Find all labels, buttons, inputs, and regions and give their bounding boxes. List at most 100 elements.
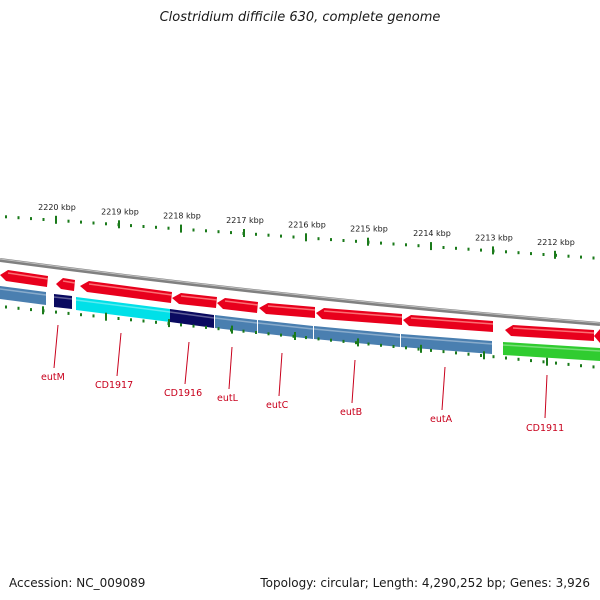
gene-arrow-eutM-2[interactable]: [56, 278, 75, 291]
cog-block-eutC[interactable]: [258, 320, 313, 339]
leader-eutA: [441, 366, 446, 411]
bottom-ruler-minor-tick: [380, 343, 382, 347]
kbp-label: 2217 kbp: [226, 216, 264, 225]
cog-block-eutM-2[interactable]: [54, 294, 72, 309]
bottom-ruler-major-tick: [420, 344, 422, 353]
bottom-ruler-minor-tick: [55, 310, 57, 314]
bottom-ruler-major-tick: [168, 319, 170, 328]
top-ruler-minor-tick: [405, 243, 407, 247]
top-ruler-minor-tick: [517, 251, 520, 255]
gene-label-CD1916[interactable]: CD1916: [164, 388, 202, 399]
top-ruler-major-tick: [430, 242, 432, 251]
bottom-ruler-minor-tick: [442, 350, 445, 354]
bottom-ruler-minor-tick: [480, 354, 482, 357]
leader-eutM: [53, 324, 59, 369]
cog-block-CD1917[interactable]: [76, 297, 170, 322]
gene-label-CD1917[interactable]: CD1917: [95, 380, 133, 391]
kbp-label: 2212 kbp: [537, 238, 575, 247]
top-ruler-minor-tick: [292, 235, 295, 239]
top-ruler-major-tick: [305, 233, 307, 242]
top-ruler-minor-tick: [392, 242, 395, 246]
cog-block-CD1911[interactable]: [503, 342, 600, 361]
leader-eutC: [278, 352, 283, 397]
top-ruler-minor-tick: [567, 254, 570, 258]
top-ruler-minor-tick: [217, 230, 220, 234]
top-ruler-major-tick: [180, 224, 182, 233]
bottom-ruler-minor-tick: [567, 362, 570, 366]
bottom-ruler-major-tick: [546, 357, 548, 366]
top-ruler-minor-tick: [155, 225, 157, 229]
bottom-ruler-minor-tick: [142, 319, 145, 323]
bottom-ruler-minor-tick: [205, 325, 207, 329]
top-ruler-major-tick: [367, 237, 369, 246]
bottom-ruler-minor-tick: [455, 351, 457, 355]
bottom-ruler-minor-tick: [505, 356, 507, 360]
top-ruler-minor-tick: [255, 232, 257, 236]
gene-arrow-eutC[interactable]: [259, 303, 315, 318]
leader-eutB: [351, 359, 356, 404]
gene-label-eutB[interactable]: eutB: [340, 407, 362, 418]
gene-arrow-CD1916[interactable]: [172, 293, 217, 308]
cog-block-eutL[interactable]: [215, 315, 257, 333]
leader-CD1911: [544, 374, 548, 419]
gene-label-eutC[interactable]: eutC: [266, 400, 289, 411]
bottom-ruler-minor-tick: [155, 320, 157, 324]
top-ruler-minor-tick: [80, 220, 82, 224]
cog-track: [0, 286, 600, 361]
bottom-ruler-minor-tick: [530, 359, 532, 363]
top-ruler-minor-tick: [17, 216, 20, 220]
top-ruler-minor-tick: [92, 221, 95, 225]
top-ruler-major-tick: [118, 220, 120, 229]
bottom-ruler-minor-tick: [417, 347, 420, 351]
cog-block-CD1916[interactable]: [170, 309, 214, 328]
bottom-ruler-minor-tick: [180, 323, 182, 327]
gene-label-eutL[interactable]: eutL: [217, 393, 239, 404]
top-ruler-major-tick: [55, 215, 57, 224]
gene-label-eutA[interactable]: eutA: [430, 414, 453, 425]
bottom-ruler-minor-tick: [292, 334, 295, 338]
gene-arrow-highlight: [7, 272, 595, 334]
top-ruler-minor-tick: [42, 218, 45, 221]
top-ruler-minor-tick: [580, 255, 582, 259]
bottom-ruler-minor-tick: [592, 365, 595, 369]
top-ruler-minor-tick: [442, 246, 445, 249]
cog-block-eutA[interactable]: [401, 334, 492, 354]
gene-label-CD1911[interactable]: CD1911: [526, 423, 564, 434]
top-ruler-major-tick: [243, 229, 245, 237]
cog-block-eutB[interactable]: [314, 326, 400, 347]
bottom-ruler-minor-tick: [267, 332, 270, 336]
top-ruler-minor-tick: [342, 239, 345, 242]
kbp-label: 2218 kbp: [163, 212, 201, 221]
gene-arrow-next[interactable]: [594, 329, 600, 343]
top-ruler-minor-tick: [317, 237, 320, 241]
bottom-ruler-minor-tick: [67, 311, 70, 315]
bottom-ruler-minor-tick: [192, 324, 195, 328]
bottom-ruler-minor-tick: [280, 333, 282, 337]
top-ruler-minor-tick: [167, 226, 170, 230]
bottom-ruler-minor-tick: [555, 361, 557, 365]
top-ruler-minor-tick: [330, 238, 332, 242]
bottom-tick-ruler: [5, 305, 595, 369]
top-ruler-minor-tick: [205, 229, 207, 233]
kbp-label: 2214 kbp: [413, 229, 451, 238]
top-ruler-minor-tick: [542, 253, 545, 256]
top-ruler-minor-tick: [417, 244, 420, 248]
gene-arrow-eutL[interactable]: [217, 298, 258, 313]
top-ruler-minor-tick: [467, 247, 470, 251]
top-ruler-minor-tick: [105, 222, 107, 226]
bottom-ruler-major-tick: [105, 312, 107, 321]
top-ruler-minor-tick: [230, 231, 232, 235]
cog-block-eutM[interactable]: [0, 286, 46, 305]
gene-arrow-CD1911[interactable]: [505, 325, 594, 341]
gene-label-eutM[interactable]: eutM: [41, 372, 65, 383]
top-ruler-major-tick: [554, 250, 556, 259]
bottom-ruler-minor-tick: [367, 342, 370, 346]
bottom-ruler-minor-tick: [342, 339, 345, 343]
bottom-ruler-major-tick: [42, 306, 44, 315]
bottom-ruler-minor-tick: [430, 348, 432, 352]
genome-backbone: [0, 258, 600, 326]
kbp-label: 2220 kbp: [38, 203, 76, 212]
genome-backbone-highlight: [0, 258, 600, 324]
accession-text: Accession: NC_009089: [9, 576, 146, 590]
